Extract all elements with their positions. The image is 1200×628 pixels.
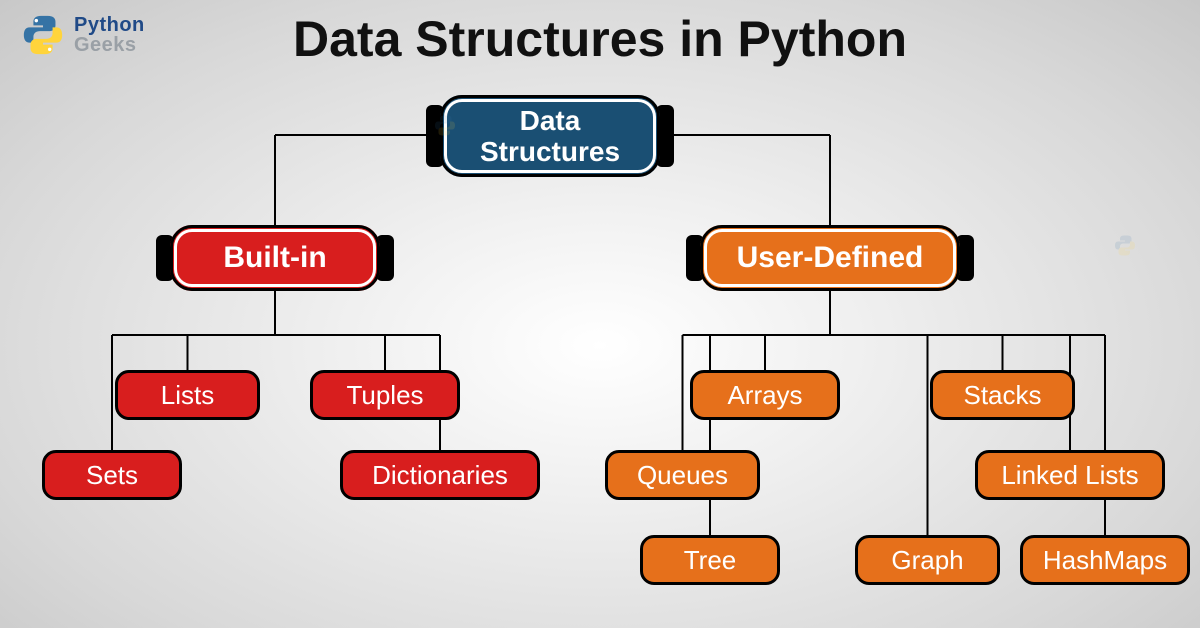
node-sets: Sets: [42, 450, 182, 500]
node-label-builtin: Built-in: [205, 241, 344, 275]
watermark: [1113, 234, 1137, 262]
node-lists: Lists: [115, 370, 260, 420]
node-stacks: Stacks: [930, 370, 1075, 420]
node-queues: Queues: [605, 450, 760, 500]
node-tuples: Tuples: [310, 370, 460, 420]
node-label-userdef: User-Defined: [719, 241, 942, 275]
node-arrays: Arrays: [690, 370, 840, 420]
node-graph: Graph: [855, 535, 1000, 585]
page-title: Data Structures in Python: [0, 10, 1200, 68]
node-tree: Tree: [640, 535, 780, 585]
node-userdef: User-Defined: [700, 225, 960, 291]
node-label-root: Data Structures: [462, 105, 638, 168]
node-root: Data Structures: [440, 95, 660, 177]
node-hmaps: HashMaps: [1020, 535, 1190, 585]
node-llist: Linked Lists: [975, 450, 1165, 500]
node-builtin: Built-in: [170, 225, 380, 291]
node-dicts: Dictionaries: [340, 450, 540, 500]
